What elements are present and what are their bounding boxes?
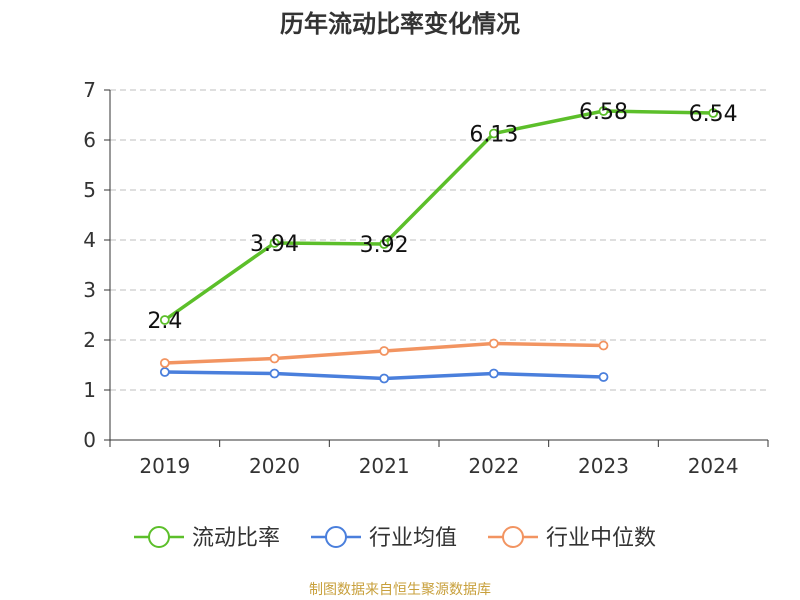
x-tick-label: 2022 xyxy=(468,454,519,478)
data-label: 6.58 xyxy=(579,100,628,125)
data-point[interactable] xyxy=(159,315,170,325)
chart-title: 历年流动比率变化情况 xyxy=(280,10,520,38)
data-point[interactable] xyxy=(269,238,280,248)
x-tick-label: 2024 xyxy=(688,454,739,478)
data-point[interactable] xyxy=(159,367,170,377)
data-point[interactable] xyxy=(269,368,280,379)
data-point[interactable] xyxy=(379,239,390,249)
data-label-layer: 2.4 3.94 3.92 6.13 6.58 6.54 xyxy=(147,100,737,334)
legend-item-3[interactable]: 行业中位数 xyxy=(488,526,656,551)
legend-item-1[interactable]: 流动比率 xyxy=(134,526,280,551)
series-line xyxy=(163,109,714,322)
y-tick-label: 6 xyxy=(83,128,96,152)
data-label: 3.94 xyxy=(250,232,299,257)
y-tick-label: 5 xyxy=(83,178,96,202)
data-point[interactable] xyxy=(598,340,609,351)
x-tick-label: 2021 xyxy=(359,454,410,478)
legend-marker-icon xyxy=(502,526,524,548)
data-label: 6.13 xyxy=(469,123,518,148)
legend[interactable]: 流动比率 行业均值 行业中位数 xyxy=(134,526,656,551)
legend-marker-icon xyxy=(148,526,170,548)
legend-label: 行业均值 xyxy=(369,526,457,551)
grid-layer xyxy=(110,89,768,391)
data-label: 2.4 xyxy=(147,309,182,334)
y-tick-label: 2 xyxy=(83,328,96,352)
data-label: 6.54 xyxy=(689,102,738,127)
data-point[interactable] xyxy=(708,108,719,118)
x-tick-label: 2023 xyxy=(578,454,629,478)
y-tick-label: 4 xyxy=(83,228,96,252)
y-tick-label: 0 xyxy=(83,428,96,452)
legend-marker-icon xyxy=(325,526,347,548)
data-point[interactable] xyxy=(159,358,170,368)
axis-layer: 0 1 2 3 4 5 6 7 2019 2020 2021 2022 2023 2024 xyxy=(83,78,769,478)
x-tick-label: 2019 xyxy=(139,454,190,478)
source-note: 制图数据来自恒生聚源数据库 xyxy=(309,582,491,598)
series-3 xyxy=(159,338,609,368)
y-tick-label: 1 xyxy=(83,378,96,402)
data-point[interactable] xyxy=(488,368,499,379)
legend-label: 行业中位数 xyxy=(546,526,656,551)
y-tick-label: 3 xyxy=(83,278,96,302)
data-label: 3.92 xyxy=(360,233,409,258)
data-point[interactable] xyxy=(379,373,390,384)
x-tick-label: 2020 xyxy=(249,454,300,478)
series-1 xyxy=(159,106,719,325)
data-point[interactable] xyxy=(488,128,499,139)
data-point[interactable] xyxy=(488,338,499,349)
data-point[interactable] xyxy=(598,106,609,116)
series-2 xyxy=(159,367,609,384)
data-point[interactable] xyxy=(379,346,390,356)
data-point[interactable] xyxy=(269,353,280,364)
series-layer xyxy=(159,106,719,384)
legend-label: 流动比率 xyxy=(192,526,280,551)
y-tick-label: 7 xyxy=(83,78,96,102)
legend-item-2[interactable]: 行业均值 xyxy=(311,526,457,551)
data-point[interactable] xyxy=(598,372,609,382)
